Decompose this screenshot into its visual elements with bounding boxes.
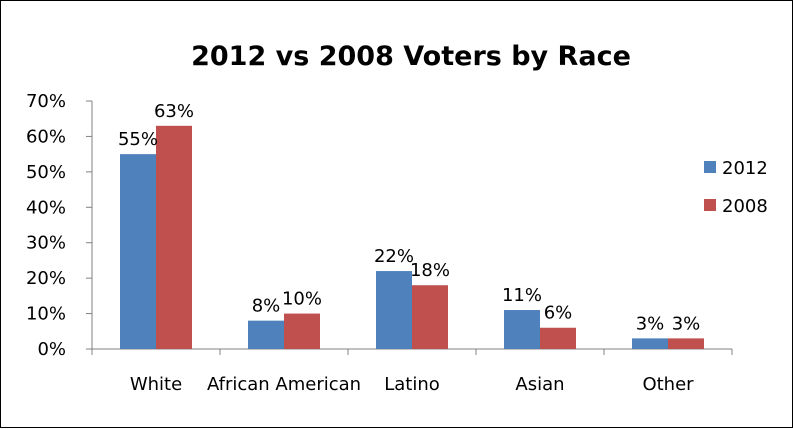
- bar-2012: [376, 271, 412, 349]
- y-tick-label: 50%: [26, 162, 66, 183]
- bar-2012: [632, 338, 668, 349]
- category-label: Asian: [515, 374, 564, 395]
- legend: 2012 2008: [704, 158, 768, 217]
- bars: [120, 125, 704, 349]
- bar-2008: [284, 313, 320, 349]
- y-tick-label: 30%: [26, 233, 66, 254]
- category-label: African American: [207, 374, 361, 395]
- y-tick-label: 0%: [37, 339, 66, 360]
- y-tick-label: 10%: [26, 304, 66, 325]
- y-tick-label: 40%: [26, 197, 66, 218]
- bar-2008: [412, 285, 448, 349]
- data-label: 3%: [636, 313, 665, 334]
- data-label: 11%: [502, 285, 542, 306]
- x-axis: White African American Latino Asian Other: [91, 348, 733, 395]
- data-label: 18%: [410, 260, 450, 281]
- data-label: 6%: [544, 303, 573, 324]
- bar-2012: [120, 154, 156, 349]
- data-label: 10%: [282, 289, 322, 310]
- category-label: Latino: [384, 374, 440, 395]
- legend-swatch: [704, 199, 716, 211]
- data-label: 22%: [374, 246, 414, 267]
- data-label: 3%: [672, 313, 701, 334]
- legend-label: 2008: [722, 196, 768, 217]
- legend-swatch: [704, 161, 716, 173]
- y-tick-label: 20%: [26, 268, 66, 289]
- bar-2008: [540, 327, 576, 349]
- legend-label: 2012: [722, 158, 768, 179]
- y-tick-label: 60%: [26, 126, 66, 147]
- bar-2012: [504, 310, 540, 349]
- data-label: 55%: [118, 129, 158, 150]
- y-axis: 0% 10% 20% 30% 40% 50% 60% 70%: [26, 91, 93, 360]
- bar-2012: [248, 320, 284, 349]
- data-labels: 55% 8% 22% 11% 3% 63% 10% 18% 6% 3%: [118, 101, 700, 335]
- bar-2008: [156, 125, 192, 349]
- data-label: 8%: [252, 296, 281, 317]
- chart-title: 2012 vs 2008 Voters by Race: [191, 41, 631, 72]
- category-label: White: [130, 374, 182, 395]
- bar-2008: [668, 338, 704, 349]
- data-label: 63%: [154, 101, 194, 122]
- category-label: Other: [642, 374, 694, 395]
- y-tick-label: 70%: [26, 91, 66, 112]
